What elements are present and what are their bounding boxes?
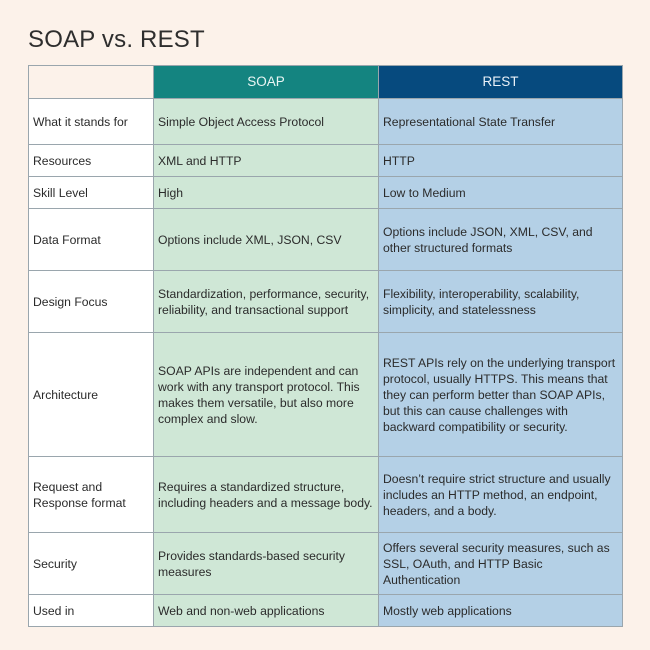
table-row: Resources XML and HTTP HTTP <box>28 144 623 177</box>
soap-cell: Provides standards-based security measur… <box>153 532 379 595</box>
row-label: Data Format <box>28 208 154 271</box>
table-row: Design Focus Standardization, performance… <box>28 270 623 333</box>
row-label: Architecture <box>28 332 154 457</box>
rest-cell: Mostly web applications <box>378 594 623 627</box>
table-row: Data Format Options include XML, JSON, CS… <box>28 208 623 271</box>
table-row: Security Provides standards-based securit… <box>28 532 623 595</box>
table-row: Request and Response format Requires a st… <box>28 456 623 533</box>
rest-cell: HTTP <box>378 144 623 177</box>
rest-cell: Low to Medium <box>378 176 623 209</box>
soap-cell: SOAP APIs are independent and can work w… <box>153 332 379 457</box>
soap-cell: XML and HTTP <box>153 144 379 177</box>
header-blank <box>28 65 154 99</box>
soap-cell: High <box>153 176 379 209</box>
row-label: Skill Level <box>28 176 154 209</box>
table-row: What it stands for Simple Object Access P… <box>28 98 623 145</box>
row-label: Design Focus <box>28 270 154 333</box>
soap-cell: Requires a standardized structure, inclu… <box>153 456 379 533</box>
page-title: SOAP vs. REST <box>28 26 205 53</box>
row-label: Security <box>28 532 154 595</box>
rest-cell: Representational State Transfer <box>378 98 623 145</box>
soap-cell: Standardization, performance, security, … <box>153 270 379 333</box>
row-label: Used in <box>28 594 154 627</box>
soap-cell: Web and non-web applications <box>153 594 379 627</box>
comparison-table: SOAP REST What it stands for Simple Objec… <box>28 65 623 627</box>
rest-cell: Flexibility, interoperability, scalabili… <box>378 270 623 333</box>
rest-cell: REST APIs rely on the underlying transpo… <box>378 332 623 457</box>
header-row: SOAP REST <box>28 65 623 99</box>
rest-cell: Offers several security measures, such a… <box>378 532 623 595</box>
table-row: Architecture SOAP APIs are independent an… <box>28 332 623 457</box>
table-row: Skill Level High Low to Medium <box>28 176 623 209</box>
soap-cell: Simple Object Access Protocol <box>153 98 379 145</box>
table-row: Used in Web and non-web applications Mostl… <box>28 594 623 627</box>
row-label: What it stands for <box>28 98 154 145</box>
header-soap: SOAP <box>153 65 379 99</box>
row-label: Resources <box>28 144 154 177</box>
soap-cell: Options include XML, JSON, CSV <box>153 208 379 271</box>
row-label: Request and Response format <box>28 456 154 533</box>
rest-cell: Options include JSON, XML, CSV, and othe… <box>378 208 623 271</box>
rest-cell: Doesn’t require strict structure and usu… <box>378 456 623 533</box>
header-rest: REST <box>378 65 623 99</box>
